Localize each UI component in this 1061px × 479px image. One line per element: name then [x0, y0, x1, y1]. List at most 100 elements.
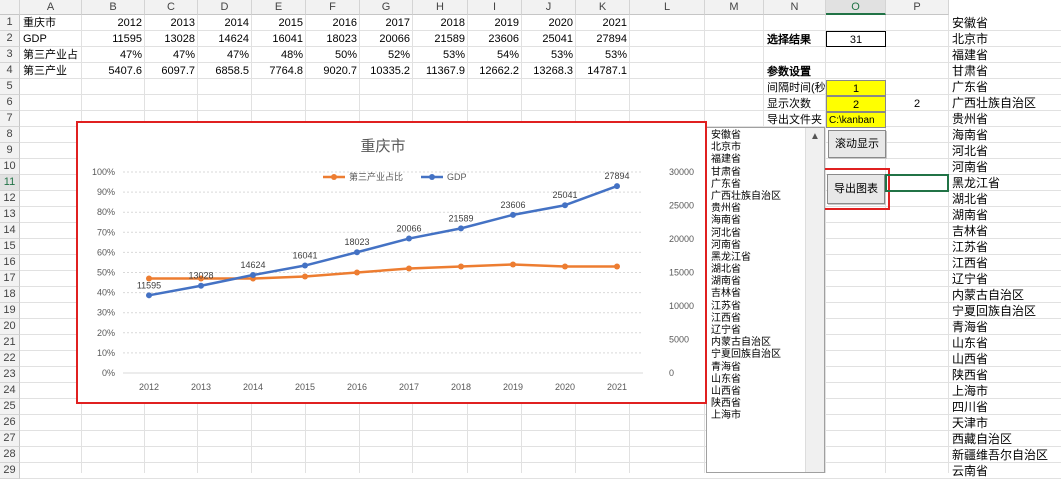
data-cell[interactable]: 53% [550, 49, 573, 61]
province-cell[interactable]: 新疆维吾尔自治区 [952, 448, 1049, 462]
row-header-1[interactable]: 1 [0, 15, 20, 31]
listbox-item[interactable]: 黑龙江省 [711, 251, 751, 263]
data-cell[interactable]: 5407.6 [108, 65, 142, 77]
province-listbox[interactable]: 安徽省 北京市 福建省 甘肃省 广东省 广西壮族自治区 贵州省 海南省 河北省 河南省 黑龙江省 湖北… [706, 127, 825, 473]
export-chart-button[interactable]: 导出图表 [827, 174, 885, 204]
listbox-item[interactable]: 广东省 [711, 178, 741, 190]
data-cell[interactable]: 20066 [379, 33, 410, 45]
chart-area[interactable]: 重庆市 0% 10% 20% 30% 40% 50% 60% 70% 80% 90% 100% 0 500… [76, 121, 707, 404]
data-cell[interactable]: 14787.1 [587, 65, 627, 77]
select-result-value[interactable]: 31 [826, 31, 886, 47]
data-cell[interactable]: 47% [172, 49, 195, 61]
listbox-item[interactable]: 辽宁省 [711, 325, 741, 336]
row-header-15[interactable]: 15 [0, 239, 20, 255]
row-header-10[interactable]: 10 [0, 159, 20, 175]
listbox-item[interactable]: 海南省 [711, 215, 741, 227]
data-cell[interactable]: 25041 [542, 33, 573, 45]
row-header-9[interactable]: 9 [0, 143, 20, 159]
listbox-item[interactable]: 山东省 [711, 373, 741, 385]
column-header-b[interactable]: B [82, 0, 145, 15]
listbox-item[interactable]: 广西壮族自治区 [711, 190, 781, 202]
data-cell[interactable]: 54% [496, 49, 519, 61]
column-header-j[interactable]: J [522, 0, 576, 15]
column-header-d[interactable]: D [198, 0, 252, 15]
province-cell[interactable]: 河北省 [952, 144, 989, 158]
data-cell[interactable]: 11367.9 [426, 65, 465, 77]
listbox-item[interactable]: 河南省 [711, 239, 741, 251]
column-header-m[interactable]: M [705, 0, 764, 15]
column-header-p[interactable]: P [886, 0, 949, 15]
row-header-21[interactable]: 21 [0, 335, 20, 351]
data-cell[interactable]: 11595 [112, 33, 142, 45]
row-header-13[interactable]: 13 [0, 207, 20, 223]
listbox-item[interactable]: 山西省 [711, 385, 741, 397]
row-label-4[interactable]: 第三产业 [23, 65, 67, 77]
listbox-item[interactable]: 上海市 [711, 410, 741, 422]
data-cell[interactable]: 14624 [218, 33, 249, 45]
listbox-item[interactable]: 福建省 [711, 154, 741, 166]
province-cell[interactable]: 北京市 [952, 32, 989, 46]
row-header-11[interactable]: 11 [0, 175, 20, 191]
province-cell[interactable]: 天津市 [952, 416, 989, 430]
row-header-19[interactable]: 19 [0, 303, 20, 319]
province-cell[interactable]: 云南省 [952, 464, 989, 478]
listbox-scrollbar[interactable]: ▲ [805, 128, 824, 472]
data-cell[interactable]: 6858.5 [215, 65, 249, 77]
row-header-7[interactable]: 7 [0, 111, 20, 127]
listbox-item[interactable]: 宁夏回族自治区 [711, 349, 781, 361]
data-cell[interactable]: 2014 [224, 17, 249, 29]
row-header-25[interactable]: 25 [0, 399, 20, 415]
listbox-item[interactable]: 陕西省 [711, 398, 741, 410]
listbox-item[interactable]: 贵州省 [711, 203, 741, 215]
data-cell[interactable]: 53% [604, 49, 627, 61]
province-cell[interactable]: 湖南省 [952, 208, 989, 222]
data-cell[interactable]: 2012 [117, 17, 142, 29]
data-cell[interactable]: 47% [119, 49, 142, 61]
listbox-item[interactable]: 江苏省 [711, 300, 741, 312]
province-cell[interactable]: 安徽省 [952, 16, 989, 30]
province-cell[interactable]: 广东省 [952, 80, 989, 94]
row-header-24[interactable]: 24 [0, 383, 20, 399]
row-header-4[interactable]: 4 [0, 63, 20, 79]
province-cell[interactable]: 西藏自治区 [952, 432, 1013, 446]
column-header-g[interactable]: G [360, 0, 413, 15]
province-cell[interactable]: 河南省 [952, 160, 989, 174]
column-header-f[interactable]: F [306, 0, 360, 15]
data-cell[interactable]: 2018 [440, 17, 465, 29]
province-cell[interactable]: 贵州省 [952, 112, 989, 126]
data-cell[interactable]: 2013 [170, 17, 195, 29]
listbox-item[interactable]: 河北省 [711, 227, 741, 239]
province-cell[interactable]: 山东省 [952, 336, 989, 350]
province-cell[interactable]: 福建省 [952, 48, 989, 62]
province-cell[interactable]: 江西省 [952, 256, 989, 270]
column-header-l[interactable]: L [630, 0, 705, 15]
data-cell[interactable]: 2017 [385, 17, 410, 29]
o6-cell[interactable]: 2 [913, 98, 921, 110]
row-header-29[interactable]: 29 [0, 463, 20, 479]
province-cell[interactable]: 上海市 [952, 384, 989, 398]
row-label-2[interactable]: GDP [23, 33, 47, 45]
column-header-h[interactable]: H [413, 0, 468, 15]
listbox-item[interactable]: 甘肃省 [711, 166, 741, 178]
province-cell[interactable]: 湖北省 [952, 192, 989, 206]
listbox-item[interactable]: 青海省 [711, 361, 741, 373]
data-cell[interactable]: 10335.2 [370, 65, 410, 77]
column-header-i[interactable]: I [468, 0, 522, 15]
row-header-22[interactable]: 22 [0, 351, 20, 367]
province-cell[interactable]: 四川省 [952, 400, 989, 414]
column-header-o[interactable]: O [826, 0, 886, 15]
column-header-e[interactable]: E [252, 0, 306, 15]
province-cell[interactable]: 山西省 [952, 352, 989, 366]
data-cell[interactable]: 27894 [596, 33, 627, 45]
data-cell[interactable]: 23606 [488, 33, 519, 45]
row-header-2[interactable]: 2 [0, 31, 20, 47]
row-header-18[interactable]: 18 [0, 287, 20, 303]
row-label-3[interactable]: 第三产业占 [23, 49, 78, 61]
row-header-27[interactable]: 27 [0, 431, 20, 447]
data-cell[interactable]: 52% [387, 49, 410, 61]
select-all-corner[interactable] [0, 0, 20, 15]
data-cell[interactable]: 2021 [602, 17, 627, 29]
province-cell[interactable]: 辽宁省 [952, 272, 989, 286]
display-count-input[interactable]: 2 [826, 96, 886, 112]
active-cell-o11[interactable] [885, 174, 949, 192]
